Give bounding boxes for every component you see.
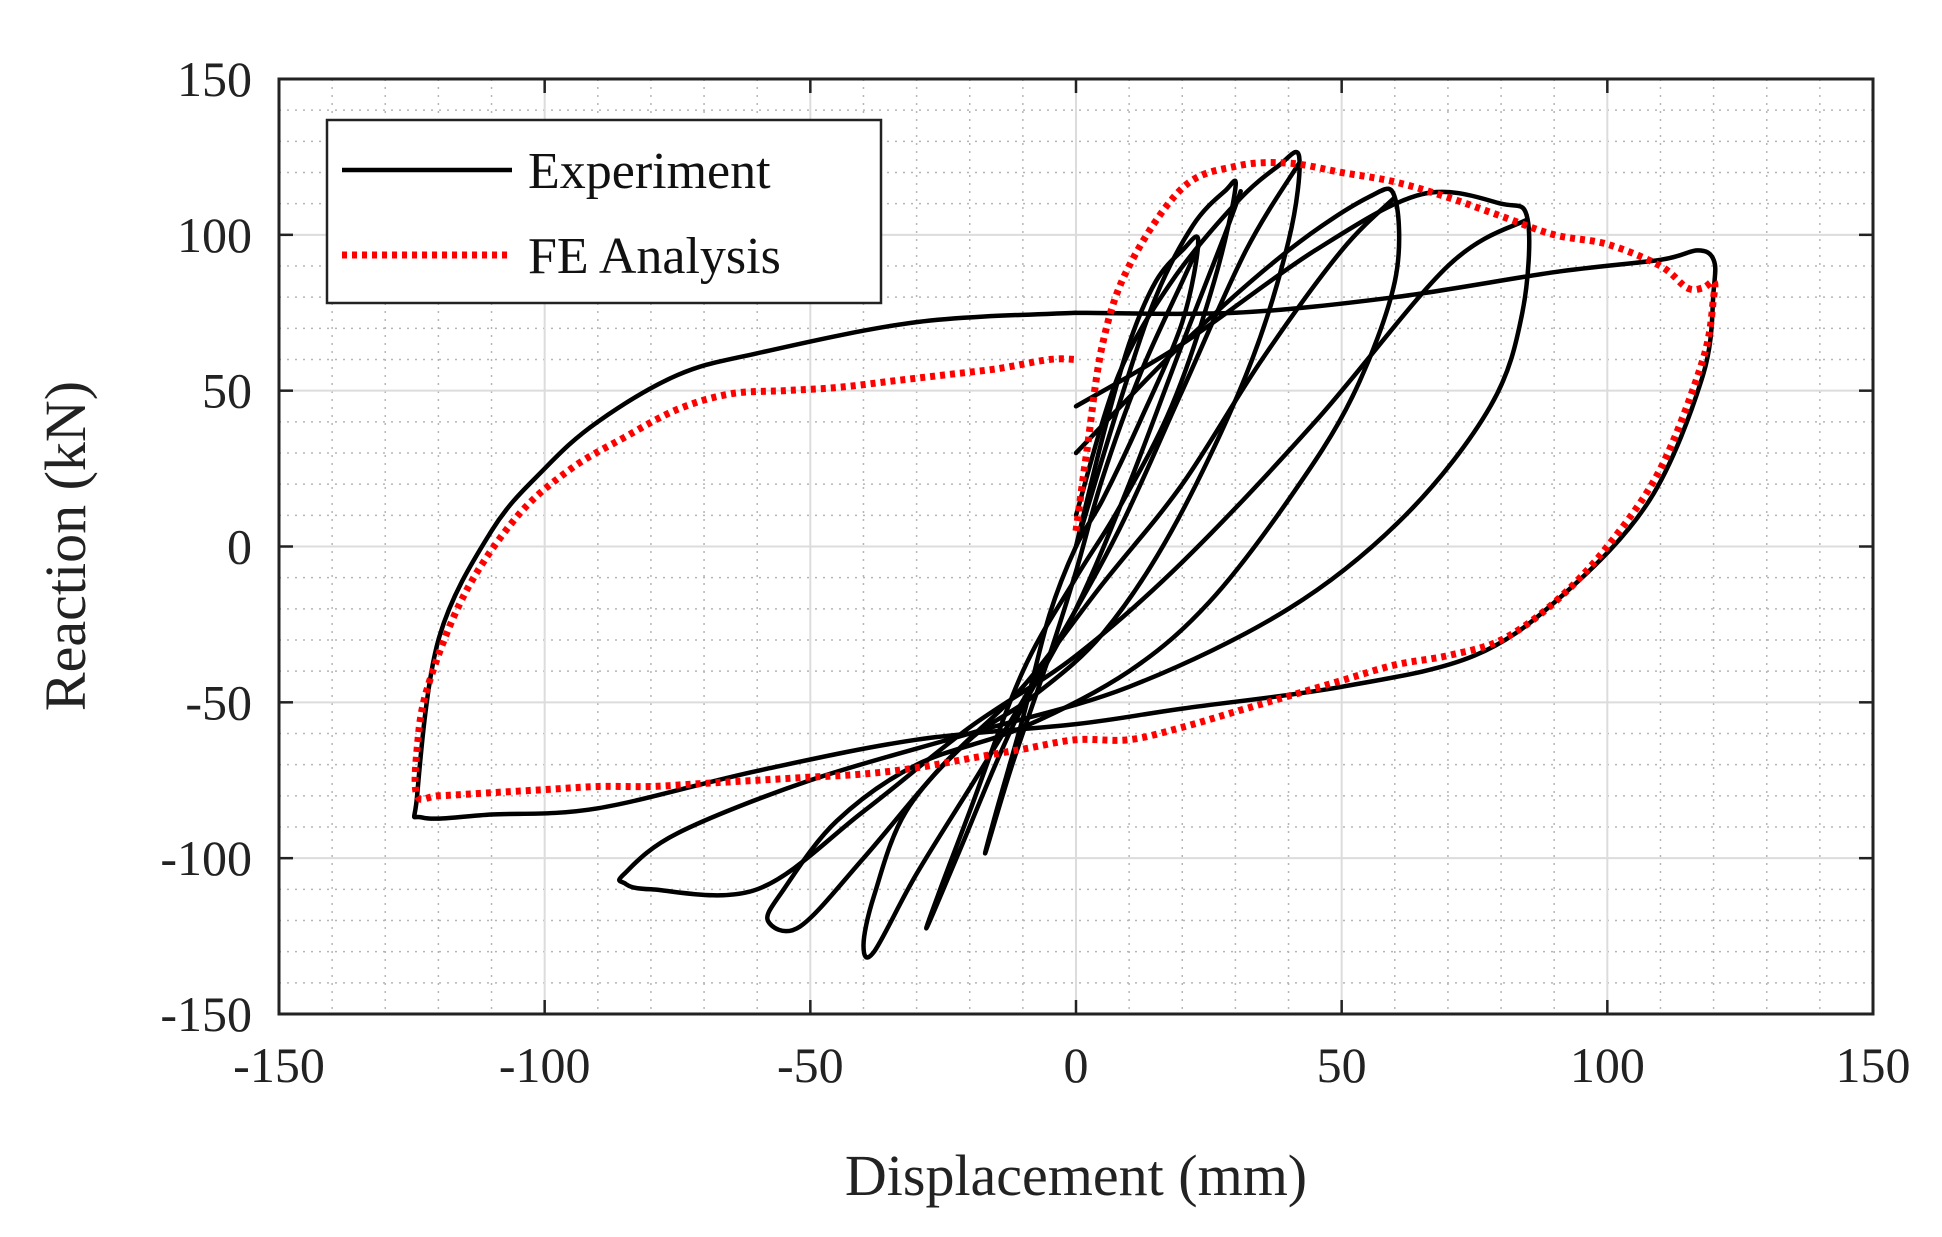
x-tick-labels: -150 -100 -50 0 50 100 150: [233, 1037, 1910, 1093]
x-tick-label: 150: [1836, 1037, 1911, 1093]
x-axis-title: Displacement (mm): [845, 1143, 1307, 1208]
series-fe-analysis-loop-1: [411, 159, 1719, 803]
x-tick-label: -150: [233, 1037, 325, 1093]
series-experiment-loop-6: [411, 248, 1718, 821]
legend-label-experiment: Experiment: [528, 143, 771, 200]
series-fe-analysis: [411, 159, 1719, 803]
series-experiment-loop-4: [765, 186, 1402, 934]
legend-label-fe-analysis: FE Analysis: [528, 228, 781, 285]
y-tick-label: 50: [202, 363, 252, 419]
y-tick-label: -50: [185, 674, 252, 730]
x-tick-label: 0: [1064, 1037, 1089, 1093]
x-tick-label: 100: [1570, 1037, 1645, 1093]
y-tick-label: -100: [160, 830, 252, 886]
legend: Experiment FE Analysis: [325, 118, 883, 305]
y-axis-title: Reaction (kN): [33, 381, 98, 711]
legend-box: [325, 118, 883, 305]
x-tick-label: -50: [777, 1037, 844, 1093]
x-tick-label: 50: [1317, 1037, 1367, 1093]
y-tick-label: 100: [177, 207, 252, 263]
y-tick-label: 0: [227, 519, 252, 575]
series-experiment-loop-2: [924, 178, 1243, 931]
y-tick-labels: -150 -100 -50 0 50 100 150: [160, 51, 252, 1042]
y-tick-label: -150: [160, 986, 252, 1042]
x-tick-label: -100: [499, 1037, 591, 1093]
axis-ticks: [277, 77, 1875, 1016]
y-tick-label: 150: [177, 51, 252, 107]
series-layer: [411, 149, 1719, 960]
